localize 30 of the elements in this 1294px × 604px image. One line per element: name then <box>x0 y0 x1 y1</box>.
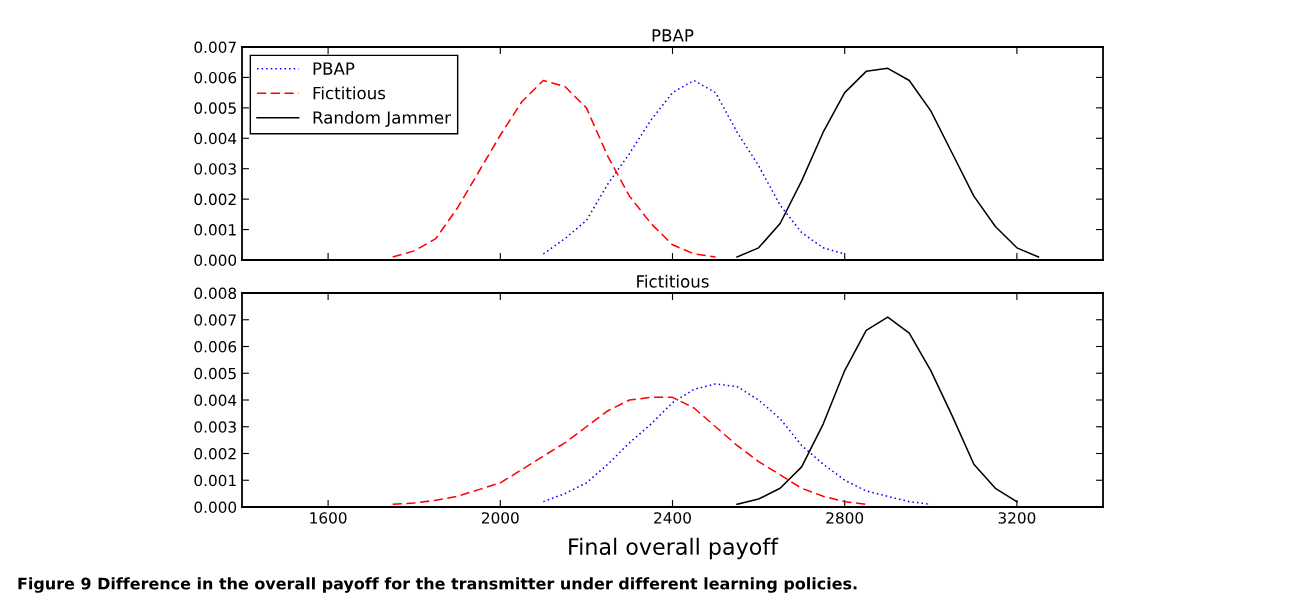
y-tick-label: 0.005 <box>194 367 236 380</box>
y-tick-label: 0.004 <box>194 132 237 145</box>
y-tick-label: 0.002 <box>194 193 236 206</box>
y-tick-label: 0.008 <box>194 287 237 300</box>
y-tick-label: 0.007 <box>194 41 236 54</box>
x-tick-label: 2000 <box>481 512 519 524</box>
y-tick-label: 0.001 <box>194 224 236 236</box>
legend-label: PBAP <box>313 62 355 75</box>
legend-label: Random Jammer <box>313 110 451 127</box>
x-axis-title: Final overall payoff <box>569 537 779 560</box>
caption: Figure 9 Difference in the overall payoff for the transmitter under different learning policies. <box>18 577 857 593</box>
y-tick-label: 0.005 <box>194 102 236 114</box>
chart-title: PBAP <box>652 29 694 42</box>
y-tick-label: 0.004 <box>194 394 237 407</box>
legend-label: Fictitious <box>313 86 386 100</box>
x-tick-label: 2400 <box>654 512 691 524</box>
x-tick-label: 1600 <box>310 512 347 524</box>
y-tick-label: 0.001 <box>194 474 236 487</box>
y-tick-label: 0.003 <box>194 421 236 433</box>
y-tick-label: 0.000 <box>194 254 237 267</box>
y-tick-label: 0.006 <box>194 340 237 353</box>
y-tick-label: 0.007 <box>194 314 236 326</box>
y-tick-label: 0.006 <box>194 71 237 84</box>
y-tick-label: 0.000 <box>194 501 237 514</box>
y-tick-label: 0.003 <box>194 163 236 175</box>
line-series <box>391 396 867 506</box>
x-tick-label: 2800 <box>826 512 864 524</box>
chart-title: Fictitious <box>637 274 709 288</box>
x-tick-label: 3200 <box>998 512 1036 524</box>
y-tick-label: 0.002 <box>194 447 236 460</box>
